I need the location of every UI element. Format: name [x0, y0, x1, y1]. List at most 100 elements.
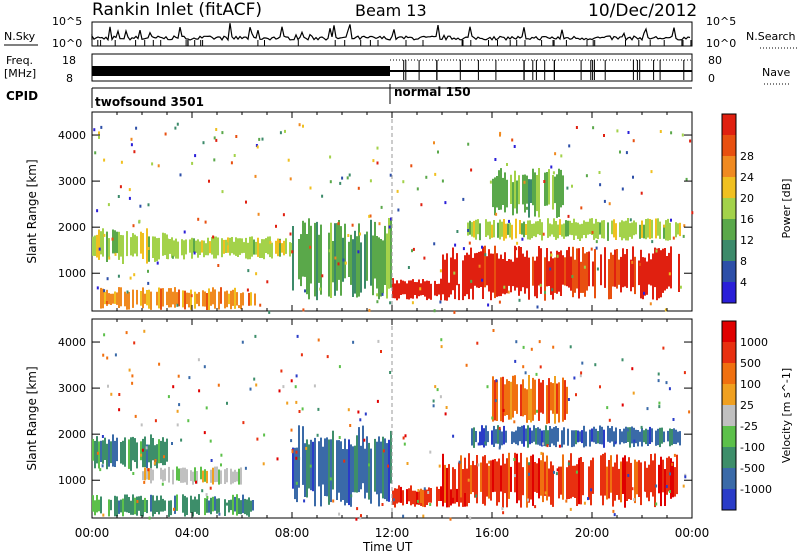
velocity-scatter-point: [662, 346, 665, 350]
velocity-echo-region: [142, 466, 242, 485]
velocity-scatter-point: [301, 407, 304, 411]
velocity-scatter-point: [614, 441, 617, 445]
power-colorbar-segment: [722, 156, 736, 177]
velocity-echo-streak: [202, 470, 204, 483]
power-echo-streak: [544, 172, 546, 206]
power-echo-streak: [158, 237, 160, 260]
power-echo-streak: [261, 239, 263, 258]
velocity-echo-streak: [100, 496, 102, 514]
power-echo-streak: [626, 249, 628, 288]
velocity-echo-streak: [578, 459, 580, 505]
velocity-echo-streak: [499, 428, 501, 448]
velocity-echo-streak: [571, 430, 573, 448]
velocity-echo-streak: [98, 441, 100, 469]
power-echo-streak: [318, 234, 320, 283]
velocity-scatter-point: [427, 491, 430, 494]
velocity-echo-streak: [162, 498, 164, 512]
power-echo-streak: [100, 231, 102, 255]
power-scatter-point: [103, 233, 106, 237]
velocity-scatter-point: [125, 331, 128, 335]
power-echo-streak: [196, 293, 198, 304]
freq-tick-bottom: 8: [66, 72, 73, 85]
power-echo-streak: [555, 221, 557, 240]
power-echo-streak: [633, 220, 635, 236]
velocity-echo-streak: [540, 460, 542, 496]
velocity-echo-streak: [230, 499, 232, 511]
power-scatter-point: [433, 242, 436, 246]
power-echo-streak: [336, 223, 338, 291]
velocity-echo-streak: [378, 436, 380, 507]
velocity-echo-streak: [484, 455, 486, 506]
power-echo-streak: [648, 253, 650, 285]
velocity-scatter-point: [101, 435, 104, 438]
power-scatter-point: [194, 154, 197, 158]
velocity-echo-streak: [528, 463, 530, 503]
power-scatter-point: [433, 309, 436, 313]
velocity-colorbar-segment: [722, 447, 736, 468]
power-echo-streak: [195, 240, 197, 253]
velocity-echo-streak: [625, 426, 627, 443]
velocity-echo-streak: [573, 430, 575, 447]
power-scatter-point: [247, 269, 250, 273]
power-echo-streak: [666, 256, 668, 289]
velocity-scatter-point: [671, 493, 674, 497]
velocity-echo-streak: [599, 425, 601, 445]
power-echo-streak: [615, 223, 617, 240]
velocity-echo-streak: [585, 431, 587, 447]
power-scatter-point: [536, 305, 539, 309]
power-echo-streak: [289, 242, 291, 257]
velocity-scatter-point: [556, 468, 559, 472]
velocity-echo-streak: [160, 440, 162, 464]
velocity-scatter-point: [280, 369, 283, 373]
velocity-echo-streak: [548, 468, 550, 497]
velocity-echo-streak: [657, 428, 659, 446]
velocity-echo-streak: [570, 453, 572, 499]
velocity-echo-streak: [456, 488, 458, 503]
power-scatter-point: [378, 222, 381, 226]
velocity-scatter-point: [101, 464, 104, 468]
velocity-echo-streak: [514, 452, 516, 493]
power-echo-streak: [677, 223, 679, 235]
power-scatter-point: [495, 212, 498, 216]
velocity-echo-streak: [142, 438, 144, 468]
power-echo-streak: [310, 225, 312, 284]
velocity-scatter-point: [300, 353, 303, 357]
power-echo-streak: [168, 288, 170, 308]
velocity-echo-streak: [376, 441, 378, 495]
velocity-scatter-point: [567, 398, 570, 401]
power-echo-streak: [593, 223, 595, 240]
power-echo-streak: [210, 291, 212, 306]
power-scatter-point: [257, 212, 260, 216]
power-echo-streak: [255, 241, 257, 255]
power-echo-streak: [647, 218, 649, 238]
power-scatter-point: [302, 308, 305, 312]
power-echo-streak: [384, 225, 386, 285]
power-echo-streak: [554, 176, 556, 204]
power-echo-streak: [535, 221, 537, 238]
velocity-echo-streak: [601, 426, 603, 445]
power-scatter-point: [566, 186, 569, 190]
velocity-scatter-point: [465, 363, 468, 367]
velocity-scatter-point: [546, 444, 549, 448]
power-echo-streak: [304, 222, 306, 277]
power-scatter-point: [411, 301, 414, 305]
velocity-echo-streak: [124, 494, 126, 512]
velocity-scatter-point: [242, 421, 245, 425]
velocity-echo-streak: [386, 443, 388, 502]
power-scatter-point: [93, 128, 96, 132]
velocity-echo-streak: [292, 447, 294, 489]
velocity-scatter-point: [621, 403, 624, 407]
velocity-scatter-point: [528, 472, 530, 476]
power-echo-streak: [434, 280, 436, 296]
power-echo-streak: [233, 241, 235, 255]
velocity-echo-streak: [502, 376, 504, 423]
velocity-scatter-point: [349, 424, 352, 427]
power-scatter-point: [539, 283, 542, 287]
velocity-echo-streak: [186, 469, 188, 485]
velocity-echo-streak: [627, 427, 629, 442]
power-scatter-point: [191, 161, 194, 165]
velocity-echo-streak: [152, 438, 154, 461]
power-echo-streak: [644, 257, 646, 296]
velocity-scatter-point: [118, 408, 121, 412]
velocity-scatter-point: [158, 362, 161, 366]
